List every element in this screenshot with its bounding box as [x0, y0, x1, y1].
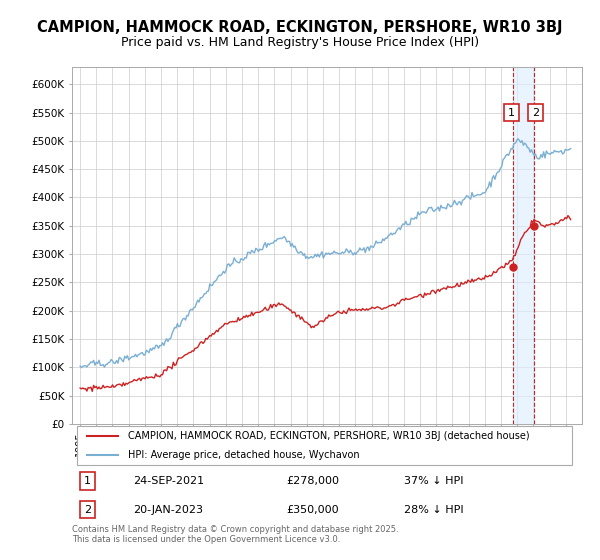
- Text: £350,000: £350,000: [286, 505, 339, 515]
- Text: 2: 2: [84, 505, 91, 515]
- Text: HPI: Average price, detached house, Wychavon: HPI: Average price, detached house, Wych…: [128, 450, 360, 460]
- FancyBboxPatch shape: [77, 426, 572, 465]
- Text: CAMPION, HAMMOCK ROAD, ECKINGTON, PERSHORE, WR10 3BJ (detached house): CAMPION, HAMMOCK ROAD, ECKINGTON, PERSHO…: [128, 431, 530, 441]
- Text: 24-SEP-2021: 24-SEP-2021: [133, 476, 205, 486]
- Text: 28% ↓ HPI: 28% ↓ HPI: [404, 505, 463, 515]
- Text: 1: 1: [508, 108, 515, 118]
- Bar: [513, 67, 534, 424]
- Text: 20-JAN-2023: 20-JAN-2023: [133, 505, 203, 515]
- Text: Price paid vs. HM Land Registry's House Price Index (HPI): Price paid vs. HM Land Registry's House …: [121, 36, 479, 49]
- Text: Contains HM Land Registry data © Crown copyright and database right 2025.
This d: Contains HM Land Registry data © Crown c…: [72, 525, 398, 544]
- Text: CAMPION, HAMMOCK ROAD, ECKINGTON, PERSHORE, WR10 3BJ: CAMPION, HAMMOCK ROAD, ECKINGTON, PERSHO…: [37, 20, 563, 35]
- Text: 1: 1: [84, 476, 91, 486]
- Text: 37% ↓ HPI: 37% ↓ HPI: [404, 476, 463, 486]
- Text: £278,000: £278,000: [286, 476, 339, 486]
- Text: 2: 2: [532, 108, 539, 118]
